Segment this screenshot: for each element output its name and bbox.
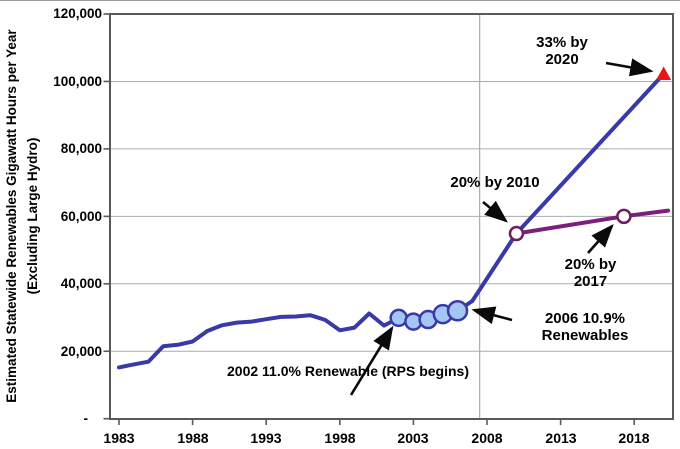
- x-axis-tick-label: 2018: [618, 430, 650, 446]
- x-axis-tick-label: 1988: [177, 430, 209, 446]
- annotation-20-by-2017: 20% by 2017: [564, 256, 617, 290]
- annotation-20-by-2010: 20% by 2010: [450, 174, 540, 191]
- annotation-arrow: [482, 200, 509, 223]
- target-circle-marker: [508, 225, 525, 242]
- triangle-marker: [656, 66, 672, 81]
- y-axis-tick-label: 40,000: [60, 276, 102, 291]
- annotation-arrow: [605, 58, 654, 77]
- y-axis-tick-label: 60,000: [60, 208, 102, 224]
- y-axis-tick-label: 120,000: [53, 6, 102, 21]
- x-axis-tick-label: 1993: [250, 430, 282, 446]
- target-circle-marker: [616, 208, 632, 225]
- annotation-33-by-2020: 33% by 2020: [536, 34, 588, 68]
- y-axis-tick-label: 80,000: [60, 141, 102, 156]
- x-axis-tick-label: 2013: [545, 430, 577, 446]
- y-axis-tick-label: 100,000: [53, 73, 102, 89]
- x-axis-tick-label: 2008: [471, 430, 503, 446]
- x-axis-tick-label: 2003: [397, 430, 429, 446]
- annotation-2002-rps-begins: 2002 11.0% Renewable (RPS begins): [227, 363, 469, 379]
- bubble-marker: [446, 300, 469, 322]
- annotation-arrow: [349, 325, 394, 396]
- y-axis-tick-label: 20,000: [60, 343, 102, 359]
- annotation-arrow: [471, 306, 513, 325]
- bubble-marker: [389, 308, 408, 328]
- x-axis-tick-label: 1983: [103, 430, 135, 446]
- series-line: [117, 299, 475, 370]
- x-axis-tick-label: 1998: [324, 430, 356, 446]
- series-line: [514, 208, 671, 236]
- y-axis-tick-label: -: [83, 410, 89, 426]
- annotation-arrow: [587, 224, 614, 254]
- annotation-2006-renewables: 2006 10.9% Renewables: [541, 310, 629, 344]
